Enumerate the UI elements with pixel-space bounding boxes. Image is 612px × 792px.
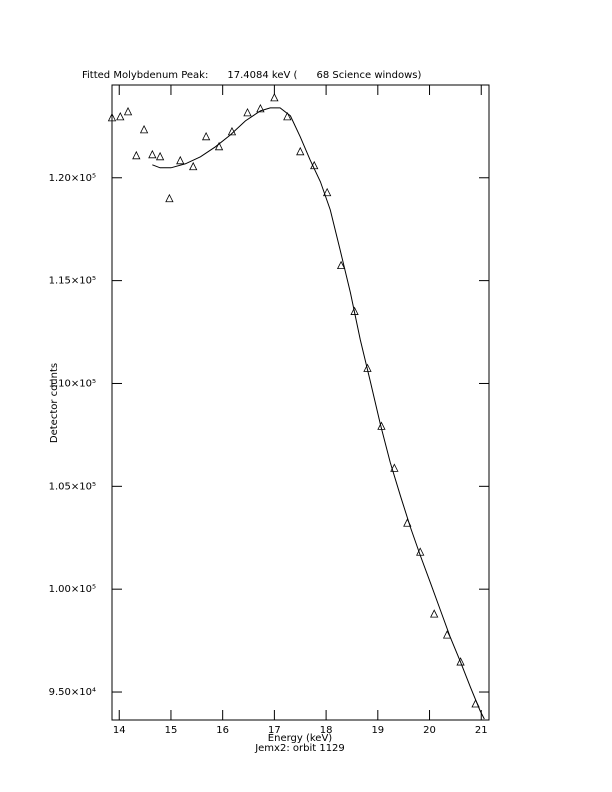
y-tick-label: 1.15×10⁵ [49, 276, 96, 287]
fit-line [152, 107, 485, 720]
data-point [116, 111, 125, 121]
data-point [148, 149, 157, 159]
y-tick-label: 1.20×10⁵ [49, 173, 96, 184]
x-tick-label: 20 [423, 725, 436, 736]
y-tick-label: 1.05×10⁵ [49, 481, 96, 492]
data-point [189, 161, 198, 171]
data-point [243, 107, 252, 117]
data-point [296, 146, 305, 156]
x-tick-label: 17 [268, 725, 281, 736]
data-point [176, 155, 185, 165]
y-tick-label: 1.10×10⁵ [49, 378, 96, 389]
data-point [336, 260, 346, 270]
data-point [165, 193, 174, 203]
data-point [456, 657, 465, 666]
y-axis-label: Detector counts [49, 363, 60, 443]
data-point [139, 124, 149, 134]
data-point [270, 93, 279, 102]
data-point [107, 112, 117, 122]
x-tick-label: 18 [320, 725, 333, 736]
y-tick-label: 1.00×10⁵ [49, 584, 96, 595]
y-tick-label: 9.50×10⁴ [49, 687, 96, 698]
data-point [390, 463, 399, 472]
data-point [283, 111, 292, 121]
x-tick-label: 21 [475, 725, 488, 736]
chart-title: Fitted Molybdenum Peak: 17.4084 keV ( 68… [82, 70, 422, 81]
data-point [123, 106, 133, 116]
data-point [201, 131, 211, 141]
x-axis-label: Energy (keV) [268, 733, 333, 744]
plot-frame [111, 84, 490, 721]
data-point [322, 187, 332, 197]
x-tick-label: 14 [113, 725, 126, 736]
data-point [256, 103, 265, 113]
x-tick-label: 16 [216, 725, 229, 736]
data-point [155, 151, 165, 161]
x-tick-label: 19 [371, 725, 384, 736]
data-point [430, 609, 439, 618]
subtitle: Jemx2: orbit 1129 [254, 743, 345, 754]
data-point [132, 150, 141, 160]
data-point [214, 141, 224, 151]
x-tick-label: 15 [165, 725, 178, 736]
